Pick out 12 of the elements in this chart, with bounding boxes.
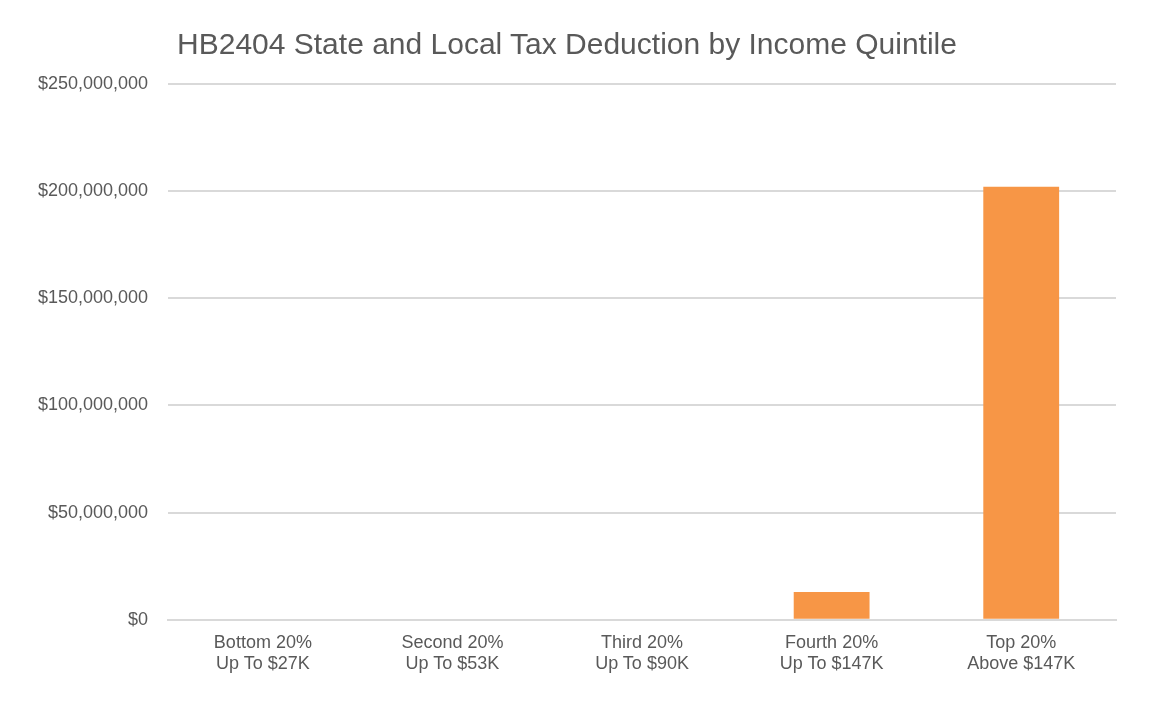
x-tick-label: Fourth 20% Up To $147K — [779, 631, 884, 674]
y-tick-label: $200,000,000 — [38, 180, 149, 201]
x-tick-label: Second 20% Up To $53K — [401, 631, 504, 674]
y-tick-label: $250,000,000 — [38, 72, 149, 93]
x-tick-label: Third 20% Up To $90K — [595, 631, 689, 674]
y-tick-label: $0 — [128, 608, 149, 629]
y-tick-label: $150,000,000 — [38, 287, 149, 308]
x-tick-label: Bottom 20% Up To $27K — [213, 631, 312, 674]
y-tick-label: $100,000,000 — [38, 394, 149, 415]
chart-title: HB2404 State and Local Tax Deduction by Income Quintile — [177, 27, 957, 61]
y-tick-label: $50,000,000 — [48, 501, 149, 522]
x-tick-label: Top 20% Above $147K — [967, 631, 1076, 674]
